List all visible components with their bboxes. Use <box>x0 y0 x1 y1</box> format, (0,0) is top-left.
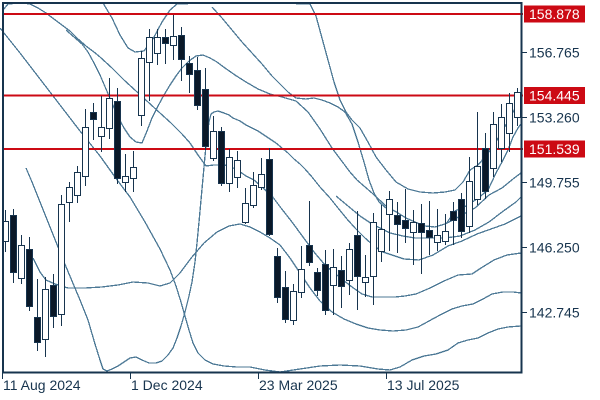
svg-text:1 Dec 2024: 1 Dec 2024 <box>131 377 203 393</box>
svg-text:156.765: 156.765 <box>529 45 580 61</box>
svg-text:154.445: 154.445 <box>529 88 580 104</box>
svg-text:151.539: 151.539 <box>529 141 580 157</box>
svg-text:11 Aug 2024: 11 Aug 2024 <box>3 377 81 393</box>
svg-text:23 Mar 2025: 23 Mar 2025 <box>259 377 338 393</box>
svg-text:146.250: 146.250 <box>529 240 580 256</box>
svg-text:158.878: 158.878 <box>529 6 580 22</box>
svg-text:149.755: 149.755 <box>529 175 580 191</box>
svg-text:13 Jul 2025: 13 Jul 2025 <box>387 377 460 393</box>
svg-text:153.260: 153.260 <box>529 110 580 126</box>
svg-text:142.745: 142.745 <box>529 305 580 321</box>
